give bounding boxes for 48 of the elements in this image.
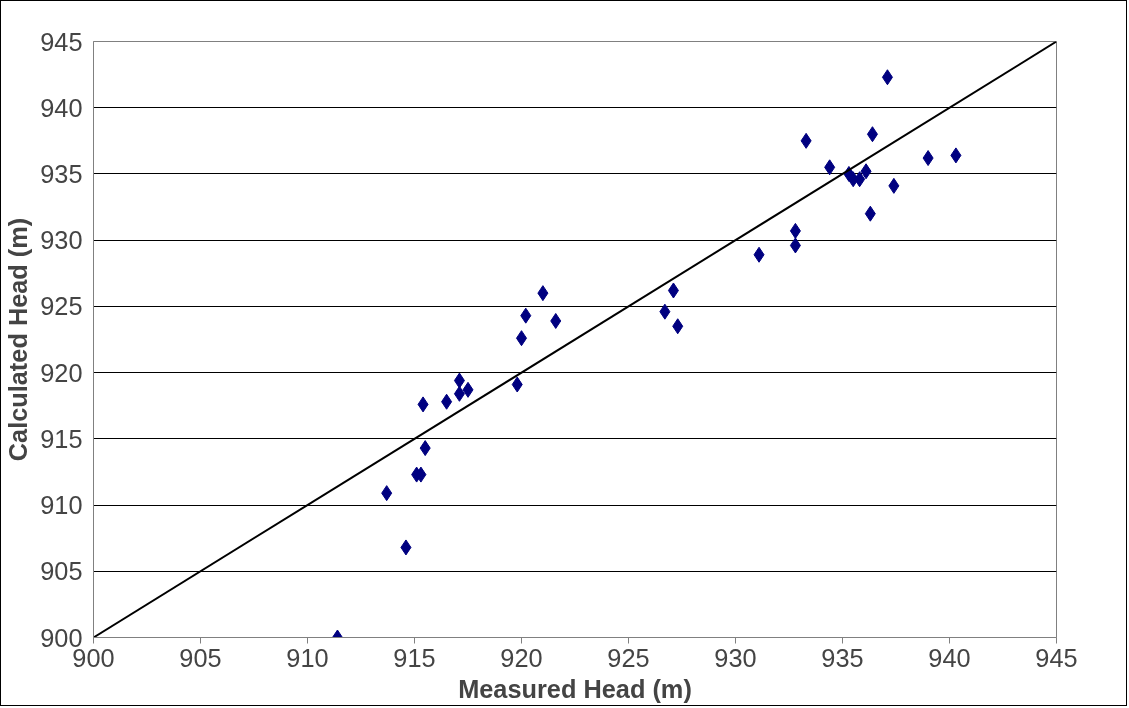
- point: [789, 222, 801, 239]
- point: [672, 318, 684, 335]
- y-tick-label: 945: [40, 27, 83, 56]
- point: [381, 485, 393, 502]
- y-tick-label: 920: [40, 358, 83, 387]
- point: [417, 396, 429, 413]
- x-axis-title: Measured Head (m): [458, 674, 692, 703]
- point: [888, 177, 900, 194]
- point: [453, 372, 465, 389]
- point: [537, 285, 549, 302]
- point: [922, 150, 934, 167]
- y-tick-label: 940: [40, 93, 83, 122]
- point: [866, 126, 878, 143]
- point: [550, 312, 562, 329]
- point: [864, 205, 876, 222]
- point: [462, 381, 474, 398]
- point: [441, 393, 453, 410]
- x-tick-label: 910: [286, 643, 329, 672]
- x-tick-label: 920: [500, 643, 543, 672]
- x-tick-label: 930: [714, 643, 757, 672]
- y-tick-label: 930: [40, 226, 83, 255]
- x-tick-label: 935: [821, 643, 864, 672]
- point: [881, 69, 893, 86]
- x-tick-label: 925: [607, 643, 650, 672]
- x-tick-label: 940: [928, 643, 971, 672]
- x-tick-label: 945: [1035, 643, 1078, 672]
- point: [453, 385, 465, 402]
- point: [667, 282, 679, 299]
- point: [800, 132, 812, 149]
- point: [419, 440, 431, 457]
- point: [860, 163, 872, 180]
- point: [789, 237, 801, 254]
- point: [400, 539, 412, 556]
- x-tick-label: 905: [179, 643, 222, 672]
- point: [854, 171, 866, 188]
- y-tick-label: 905: [40, 557, 83, 586]
- point: [511, 376, 523, 393]
- y-tick-label: 935: [40, 159, 83, 188]
- y-tick-label: 915: [40, 424, 83, 453]
- point: [824, 159, 836, 176]
- point: [659, 303, 671, 320]
- point: [950, 147, 962, 164]
- x-tick-label: 915: [393, 643, 436, 672]
- point: [753, 246, 765, 263]
- y-tick-label: 910: [40, 491, 83, 520]
- y-axis-title: Calculated Head (m): [4, 217, 33, 462]
- y-tick-label: 925: [40, 292, 83, 321]
- point: [520, 307, 532, 324]
